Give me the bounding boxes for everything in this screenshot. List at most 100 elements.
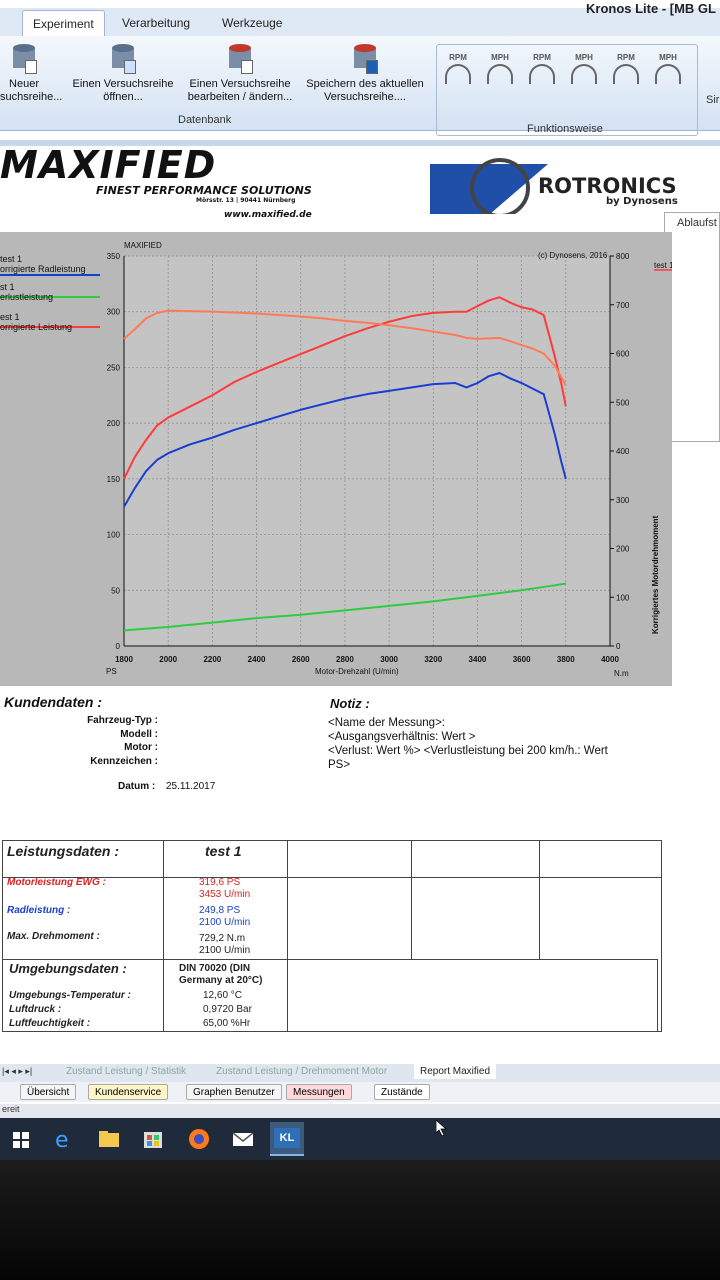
tab-messungen[interactable]: Messungen <box>286 1084 352 1100</box>
leistung-title: Leistungsdaten : <box>7 843 120 859</box>
kronos-app-taskbar-button[interactable]: KL <box>270 1122 304 1156</box>
y2-tick-label: 600 <box>616 350 630 359</box>
y-axis-unit-label: PS <box>106 667 117 676</box>
tab-verarbeitung[interactable]: Verarbeitung <box>122 16 191 30</box>
database-new-icon <box>11 44 37 74</box>
legend-label: test 1 <box>0 254 23 264</box>
group-label-funktionsweise: Funktionsweise <box>527 123 603 135</box>
x-tick-label: 3600 <box>513 655 531 664</box>
row-label-radleistung: Radleistung : <box>7 905 71 916</box>
series-line-0 <box>123 296 567 480</box>
y2-axis-label: Korrigiertes Motordrehmoment <box>651 515 660 634</box>
y-tick-label: 50 <box>111 586 120 595</box>
open-series-button[interactable]: Einen Versuchsreihe öffnen... <box>68 44 178 104</box>
tab-zustand-drehmoment[interactable]: Zustand Leistung / Drehmoment Motor <box>216 1066 388 1077</box>
rpm-gauge-button[interactable]: RPM <box>443 53 473 84</box>
tab-report-maxified[interactable]: Report Maxified <box>414 1064 497 1079</box>
rotronics-logo: ROTRONICS by Dynosens <box>430 158 690 218</box>
right-legend-label: test 1 <box>654 261 672 270</box>
tab-uebersicht[interactable]: Übersicht <box>20 1084 77 1100</box>
rotronics-emblem-icon <box>430 158 548 218</box>
mail-icon[interactable] <box>226 1122 260 1156</box>
dyno-chart: 1800 2000 2200 2400 2600 2800 3000 3200 3400 3600… <box>0 232 672 686</box>
chart-header-right: (c) Dynosens, 2016 <box>538 251 608 260</box>
legend-swatch <box>0 274 100 276</box>
series-line-3 <box>123 309 567 386</box>
row-label-drehmoment: Max. Drehmoment : <box>7 931 100 942</box>
sub-tab-bar: Übersicht Kundenservice Graphen Benutzer… <box>0 1082 720 1102</box>
svg-text:e: e <box>55 1128 69 1153</box>
mph-gauge-button-3[interactable]: MPH <box>653 53 683 84</box>
windows-start-icon[interactable] <box>4 1122 38 1156</box>
x-tick-label: 3200 <box>424 655 442 664</box>
x-tick-label: 4000 <box>601 655 619 664</box>
y2-axis-unit-label: N.m <box>614 669 629 678</box>
datum-label: Datum : <box>118 781 156 792</box>
y2-tick-label: 500 <box>616 398 630 407</box>
tab-werkzeuge[interactable]: Werkzeuge <box>222 16 283 30</box>
tab-zustaende[interactable]: Zustände <box>374 1084 430 1100</box>
save-series-button[interactable]: Speichern des aktuellen Versuchsreihe...… <box>298 44 432 104</box>
edit-series-button[interactable]: Einen Versuchsreihe bearbeiten / ändern.… <box>184 44 296 104</box>
store-icon[interactable] <box>136 1122 170 1156</box>
ribbon-right-label: Sir <box>706 94 720 106</box>
x-tick-label: 2600 <box>292 655 310 664</box>
y2-tick-label: 0 <box>616 642 621 651</box>
umgebung-title: Umgebungsdaten : <box>9 961 127 976</box>
rpm-gauge-button-2[interactable]: RPM <box>527 53 557 84</box>
datum-value: 25.11.2017 <box>166 781 216 792</box>
button-label: öffnen... <box>103 91 143 103</box>
leistung-column-header: test 1 <box>205 843 242 859</box>
taskbar: e KL <box>0 1118 720 1160</box>
plot-area <box>124 256 610 646</box>
umgebung-norm: DIN 70020 (DIN Germany at 20°C) <box>179 963 263 986</box>
field-label: Fahrzeug-Typ : <box>87 715 158 726</box>
legend-label: erlustleistung <box>0 292 54 302</box>
row-value-drehmoment: 729,2 N.m 2100 U/min <box>199 933 251 956</box>
window-title: Kronos Lite - [MB GL <box>586 1 716 16</box>
database-edit-icon <box>227 44 253 74</box>
y-tick-label: 250 <box>107 363 121 372</box>
tab-kundenservice[interactable]: Kundenservice <box>88 1084 169 1100</box>
button-label: bearbeiten / ändern... <box>187 91 293 103</box>
row-value-motorleistung: 319,6 PS 3453 U/min <box>199 877 251 900</box>
button-label: Einen Versuchsreihe <box>189 78 291 90</box>
leistungsdaten-table: Leistungsdaten : test 1 Motorleistung EW… <box>2 840 662 1032</box>
side-panel: Ablaufst <box>664 212 720 442</box>
tab-nav-arrows[interactable]: |◂ ◂ ▸ ▸| <box>2 1066 33 1076</box>
rpm-gauge-button-3[interactable]: RPM <box>611 53 641 84</box>
firefox-icon[interactable] <box>182 1122 216 1156</box>
y2-tick-label: 700 <box>616 301 630 310</box>
button-label: suchsreihe... <box>0 91 63 103</box>
dyno-chart-svg: 1800 2000 2200 2400 2600 2800 3000 3200 3400 3600… <box>106 241 672 678</box>
new-series-button[interactable]: Neuer suchsreihe... <box>0 44 63 104</box>
legend-label: est 1 <box>0 312 20 322</box>
y2-tick-label: 300 <box>616 496 630 505</box>
tab-experiment[interactable]: Experiment <box>22 10 105 36</box>
y-tick-label: 200 <box>107 419 121 428</box>
kunden-title: Kundendaten : <box>4 694 102 710</box>
y-tick-label: 350 <box>107 252 121 261</box>
kronos-app-icon: KL <box>274 1128 300 1148</box>
function-group: RPM MPH RPM MPH RPM MPH Funktionsweise <box>436 44 698 136</box>
umgebung-labels: Umgebungs-Temperatur : Luftdruck : Luftfeu… <box>9 990 131 1029</box>
legend-label: st 1 <box>0 282 15 292</box>
tab-graphen-benutzer[interactable]: Graphen Benutzer <box>186 1084 282 1100</box>
rpm-gauge-icon <box>613 64 639 84</box>
x-tick-label: 2400 <box>248 655 266 664</box>
mph-gauge-icon <box>487 64 513 84</box>
maxified-logo: MAXIFIED FINEST PERFORMANCE SOLUTIONS Mö… <box>0 143 312 220</box>
edge-browser-icon[interactable]: e <box>46 1122 80 1156</box>
series-line-1 <box>123 372 567 508</box>
ribbon: Neuer suchsreihe... Einen Versuchsreihe … <box>0 36 720 131</box>
mph-gauge-button[interactable]: MPH <box>485 53 515 84</box>
ribbon-separator <box>0 140 720 146</box>
tab-zustand-statistik[interactable]: Zustand Leistung / Statistik <box>66 1066 187 1077</box>
file-explorer-icon[interactable] <box>92 1122 126 1156</box>
series-line-2 <box>123 582 566 632</box>
y2-tick-label: 400 <box>616 447 630 456</box>
chart-header-left: MAXIFIED <box>124 241 162 250</box>
rpm-gauge-icon <box>529 64 555 84</box>
x-tick-label: 3800 <box>557 655 575 664</box>
mph-gauge-button-2[interactable]: MPH <box>569 53 599 84</box>
